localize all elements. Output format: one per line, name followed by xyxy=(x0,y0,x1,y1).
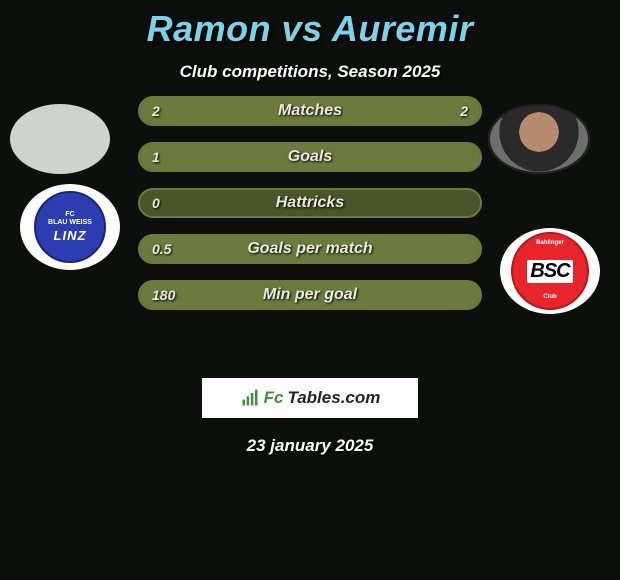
club-right-bot: Club xyxy=(513,294,587,300)
club-left-line3: LINZ xyxy=(54,229,87,243)
club-right-top: Bahlinger xyxy=(513,240,587,246)
stat-value-left: 0.5 xyxy=(152,241,171,257)
stat-row: Matches2 2 xyxy=(138,96,482,126)
stat-label: Min per goal xyxy=(140,286,480,304)
stat-row: Goals per match0.5 xyxy=(138,234,482,264)
stat-label: Hattricks xyxy=(140,194,480,212)
stat-row: Hattricks0 xyxy=(138,188,482,218)
chart-icon xyxy=(240,388,260,408)
club-right-logo: Bahlinger BSC Club xyxy=(500,228,600,314)
stat-row: Goals1 xyxy=(138,142,482,172)
stat-value-left: 2 xyxy=(152,103,160,119)
brand-fc: Fc xyxy=(264,388,284,408)
stat-value-left: 1 xyxy=(152,149,160,165)
player-left-photo xyxy=(10,104,110,174)
stat-label: Matches xyxy=(140,102,480,120)
club-right-mid: BSC xyxy=(527,260,572,283)
stat-label: Goals per match xyxy=(140,240,480,258)
stat-label: Goals xyxy=(140,148,480,166)
club-left-line1: FC xyxy=(65,211,74,219)
stat-value-left: 0 xyxy=(152,195,160,211)
club-left-logo: FC BLAU WEISS LINZ xyxy=(20,184,120,270)
subtitle: Club competitions, Season 2025 xyxy=(0,62,620,82)
stat-row: Min per goal180 xyxy=(138,280,482,310)
date-label: 23 january 2025 xyxy=(0,436,620,456)
stat-bars: Matches2 2 Goals1 Hattricks0 Goals per match… xyxy=(138,96,482,326)
comparison-panel: FC BLAU WEISS LINZ Bahlinger BSC Club Ma… xyxy=(0,112,620,372)
brand-tables: Tables.com xyxy=(287,388,380,408)
player-right-photo xyxy=(488,104,590,174)
page-title: Ramon vs Auremir xyxy=(0,0,620,50)
stat-value-right: 2 xyxy=(460,103,468,119)
club-left-line2: BLAU WEISS xyxy=(48,219,92,227)
stat-value-left: 180 xyxy=(152,287,175,303)
brand-badge: FcTables.com xyxy=(202,378,418,418)
